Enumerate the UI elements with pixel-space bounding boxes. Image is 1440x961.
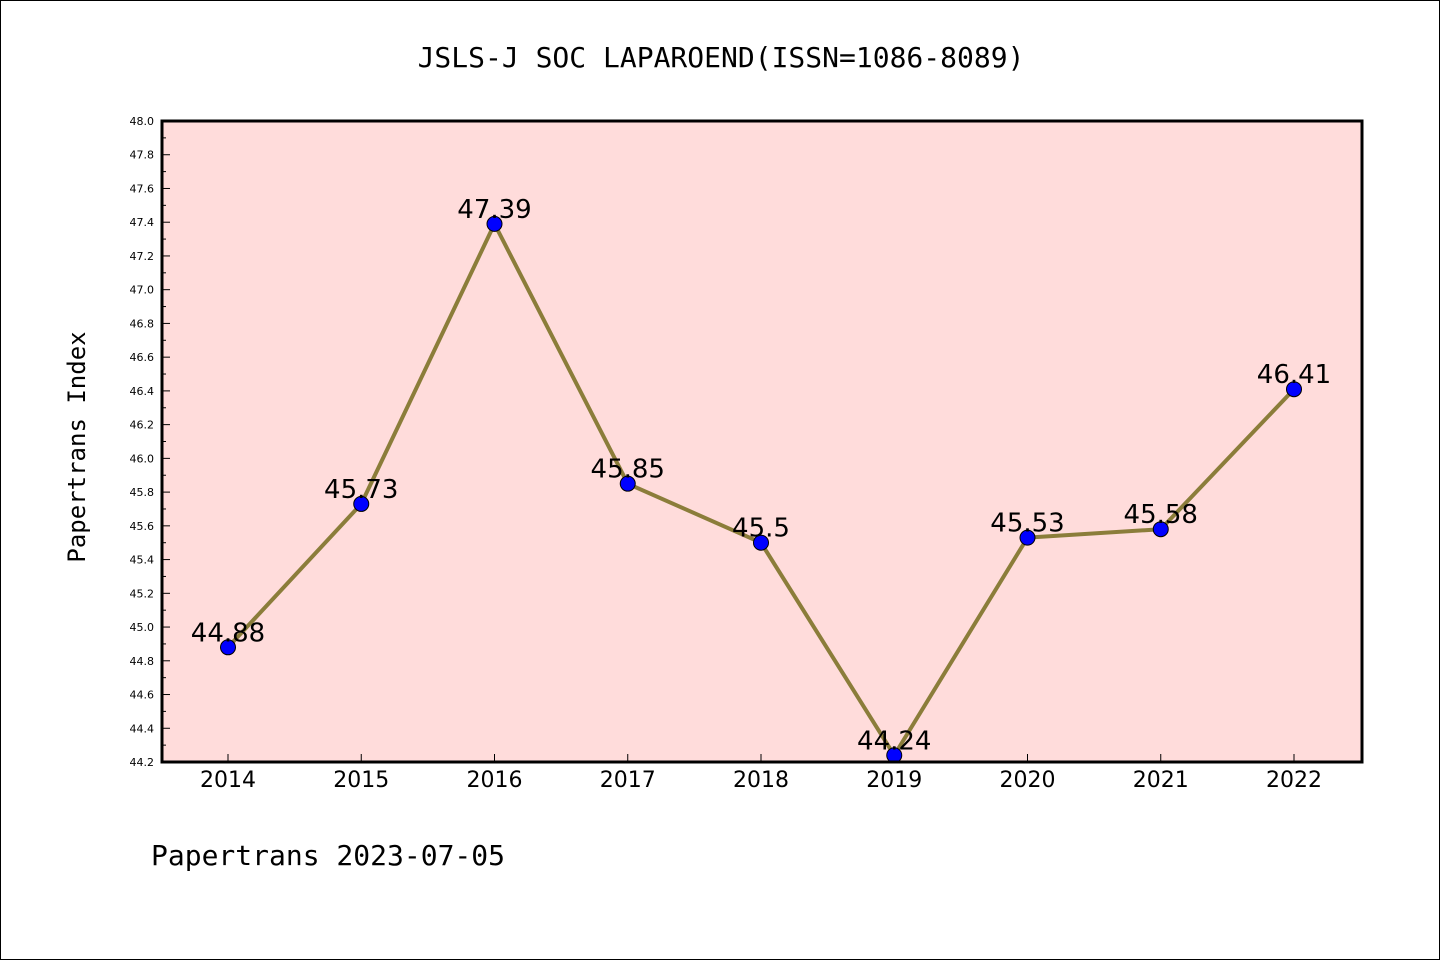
data-label: 46.41 (1257, 360, 1331, 390)
plot-border (160, 119, 1364, 764)
data-label: 45.85 (591, 455, 665, 485)
data-label: 47.39 (457, 195, 531, 225)
data-point (1286, 381, 1302, 398)
x-tick-label: 2017 (600, 768, 656, 793)
y-tick-label: 47.4 (130, 216, 155, 229)
data-point (753, 534, 769, 551)
y-tick-label: 44.8 (130, 655, 155, 668)
y-tick-label: 48.0 (130, 115, 155, 128)
data-markers (220, 215, 1302, 764)
x-tick-label: 2020 (1000, 768, 1056, 793)
y-tick-label: 45.6 (130, 520, 155, 533)
y-tick-label: 46.2 (130, 419, 155, 432)
x-tick-label: 2021 (1133, 768, 1189, 793)
data-point (353, 495, 370, 512)
chart-title: JSLS-J SOC LAPAROEND(ISSN=1086-8089) (418, 41, 1025, 74)
y-tick-label: 44.4 (130, 722, 155, 735)
y-tick-label: 45.2 (130, 587, 155, 600)
data-point (486, 215, 503, 232)
data-point (1152, 521, 1169, 538)
y-tick-label: 44.6 (130, 689, 155, 702)
y-tick-label: 46.4 (130, 385, 155, 398)
x-tick-label: 2019 (866, 768, 922, 793)
y-tick-label: 45.0 (130, 621, 155, 634)
y-tick-label: 46.0 (130, 452, 155, 465)
data-label: 45.58 (1124, 500, 1198, 530)
x-tick-label: 2014 (200, 768, 256, 793)
y-tick-label: 47.6 (130, 182, 155, 195)
data-point (619, 475, 636, 492)
y-tick-label: 46.6 (130, 351, 155, 364)
y-axis: 44.2 44.4 44.6 44.8 45.0 45.2 45.4 45.6 45.8 46.0… (130, 115, 170, 769)
y-axis-label: Papertrans Index (63, 331, 91, 562)
x-axis: 2014 2015 2016 2017 2018 2019 2020 2021 2022 (200, 754, 1322, 793)
data-label: 45.53 (990, 509, 1064, 539)
data-label: 44.24 (857, 726, 931, 756)
x-tick-label: 2015 (333, 768, 389, 793)
data-point (1019, 529, 1036, 546)
data-labels: 44.88 45.73 47.39 45.85 45.5 44.24 45.53 45.58 4… (191, 195, 1331, 756)
x-tick-label: 2016 (467, 768, 523, 793)
y-tick-label: 47.0 (130, 284, 155, 297)
x-tick-label: 2018 (733, 768, 789, 793)
y-tick-label: 45.4 (130, 554, 155, 567)
x-tick-label: 2022 (1266, 768, 1322, 793)
y-tick-label: 47.8 (130, 149, 155, 162)
data-label: 45.73 (324, 475, 398, 505)
y-tick-label: 44.2 (130, 756, 155, 769)
plot-area (162, 121, 1362, 762)
data-label: 45.5 (732, 514, 790, 544)
data-point (220, 639, 236, 656)
footer-text: Papertrans 2023-07-05 (151, 839, 505, 872)
y-tick-label: 45.8 (130, 486, 155, 499)
y-tick-label: 47.2 (130, 250, 155, 263)
data-label: 44.88 (191, 618, 265, 648)
y-tick-label: 46.8 (130, 317, 155, 330)
